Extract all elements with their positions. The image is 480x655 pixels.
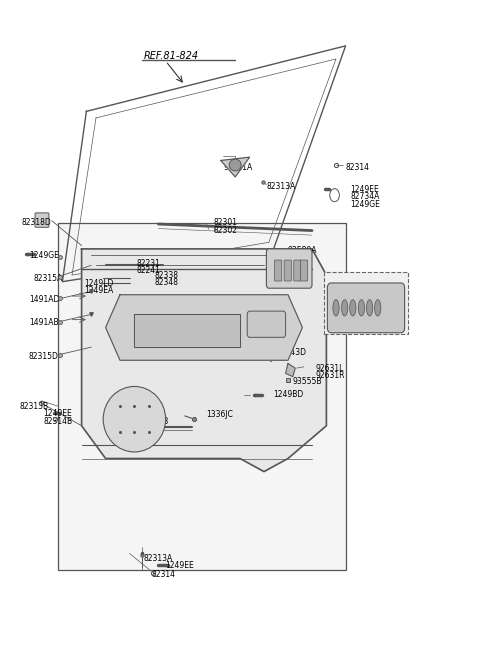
Ellipse shape [341, 299, 348, 316]
Text: 82313B: 82313B [19, 402, 48, 411]
FancyBboxPatch shape [284, 260, 291, 281]
FancyBboxPatch shape [327, 283, 405, 333]
FancyBboxPatch shape [35, 213, 49, 227]
Ellipse shape [229, 159, 241, 171]
Text: 82348: 82348 [155, 278, 179, 287]
FancyBboxPatch shape [266, 249, 312, 288]
Text: (RH): (RH) [346, 297, 363, 306]
Polygon shape [106, 295, 302, 360]
FancyBboxPatch shape [275, 260, 282, 281]
Text: 1249GE: 1249GE [29, 251, 59, 260]
Text: 82710D: 82710D [262, 316, 291, 326]
Text: 82241: 82241 [137, 266, 161, 275]
Text: 1491AB: 1491AB [29, 318, 59, 327]
Text: 82302: 82302 [214, 226, 238, 235]
FancyBboxPatch shape [247, 311, 286, 337]
Text: 1249BD: 1249BD [274, 390, 304, 400]
FancyBboxPatch shape [144, 276, 151, 283]
Text: 82356B: 82356B [139, 417, 168, 426]
Text: 1336JC: 1336JC [206, 410, 233, 419]
Text: 92631L: 92631L [316, 364, 344, 373]
Ellipse shape [358, 299, 365, 316]
Text: 82314B: 82314B [43, 417, 72, 426]
Ellipse shape [333, 299, 339, 316]
Ellipse shape [349, 299, 356, 316]
Polygon shape [221, 157, 250, 177]
Text: 82314: 82314 [151, 570, 175, 579]
Text: 1249EA: 1249EA [84, 286, 113, 295]
Ellipse shape [374, 299, 381, 316]
Text: 1249EE: 1249EE [166, 561, 194, 571]
Ellipse shape [367, 299, 373, 316]
Text: 82301: 82301 [214, 218, 238, 227]
Text: 82366: 82366 [139, 424, 163, 434]
Polygon shape [134, 314, 240, 347]
Text: 82338: 82338 [155, 271, 179, 280]
FancyBboxPatch shape [294, 260, 301, 281]
FancyBboxPatch shape [144, 271, 151, 278]
Text: 82734A: 82734A [350, 192, 380, 201]
Text: 1249EE: 1249EE [43, 409, 72, 419]
Text: 93555B: 93555B [293, 377, 322, 386]
Text: 82315A: 82315A [34, 274, 63, 283]
Text: 96111A: 96111A [223, 162, 252, 172]
Ellipse shape [103, 386, 166, 452]
Text: 82315D: 82315D [29, 352, 59, 362]
Text: 93580A: 93580A [288, 246, 317, 255]
Text: 1491AD: 1491AD [29, 295, 59, 304]
Text: 18643D: 18643D [276, 348, 306, 357]
FancyBboxPatch shape [324, 272, 408, 334]
Text: 1249GE: 1249GE [350, 200, 380, 209]
FancyBboxPatch shape [300, 260, 308, 281]
Text: 92631R: 92631R [316, 371, 345, 380]
FancyBboxPatch shape [58, 223, 346, 570]
Text: 82314: 82314 [346, 162, 370, 172]
Text: 82318D: 82318D [22, 218, 51, 227]
Text: 82313A: 82313A [144, 553, 173, 563]
Text: 82231: 82231 [137, 259, 161, 268]
Text: 82720D: 82720D [262, 324, 291, 333]
Text: REF.81-824: REF.81-824 [144, 50, 199, 61]
Text: 93570B: 93570B [355, 305, 384, 314]
Polygon shape [286, 364, 295, 377]
Text: 82313A: 82313A [266, 182, 296, 191]
Text: 1249LD: 1249LD [84, 279, 113, 288]
Text: 1249EE: 1249EE [350, 185, 379, 195]
Polygon shape [82, 249, 326, 472]
